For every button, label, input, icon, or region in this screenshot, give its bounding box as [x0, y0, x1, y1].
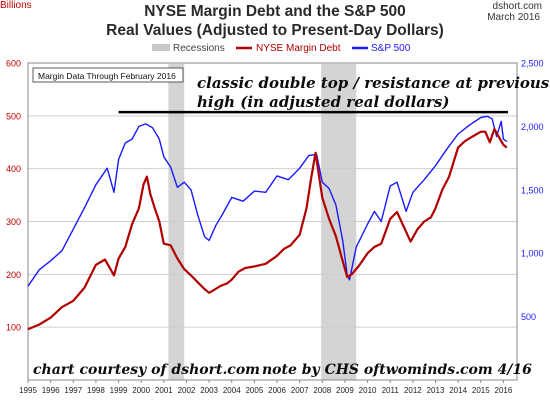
recession-band	[168, 64, 185, 380]
right-tick-label: 500	[521, 312, 536, 322]
series-lines	[27, 115, 508, 331]
x-tick-label: 2013	[427, 386, 445, 395]
axis-ticks: 100 200 300 400 500 600 500 1,000 1,500 2,000 2,50…	[6, 59, 544, 396]
x-tick-label: 1995	[19, 386, 37, 395]
source-label: dshort.com	[492, 1, 542, 12]
x-tick-label: 2000	[132, 386, 150, 395]
legend-label-recessions: Recessions	[173, 43, 225, 54]
legend-swatch-recessions	[152, 44, 170, 51]
x-tick-label: 1998	[87, 386, 105, 395]
left-axis-unit: Billions	[0, 0, 32, 11]
x-tick-label: 2005	[245, 386, 263, 395]
right-tick-label: 2,000	[521, 122, 544, 132]
x-tick-label: 1999	[110, 386, 128, 395]
x-tick-label: 2003	[200, 386, 218, 395]
chart-title: NYSE Margin Debt and the S&P 500	[144, 3, 406, 20]
right-tick-label: 2,500	[521, 59, 544, 69]
credit-right: note by CHS oftwominds.com 4/16	[262, 362, 532, 378]
x-tick-label: 2011	[382, 386, 400, 395]
left-tick-label: 100	[6, 323, 21, 333]
x-tick-label: 2002	[178, 386, 196, 395]
right-tick-label: 1,500	[521, 185, 544, 195]
x-tick-label: 2009	[336, 386, 354, 395]
annotation-line-1: classic double top / resistance at previ…	[197, 74, 550, 92]
x-tick-label: 2001	[155, 386, 173, 395]
x-tick-label: 2006	[268, 386, 286, 395]
x-tick-label: 2004	[223, 386, 241, 395]
legend-label-margin-debt: NYSE Margin Debt	[256, 43, 341, 54]
note-box	[32, 67, 184, 83]
annotation-line-2: high (in adjusted real dollars)	[197, 93, 449, 111]
right-tick-label: 1,000	[521, 249, 544, 259]
x-tick-label: 2014	[449, 386, 467, 395]
x-tick-label: 2012	[404, 386, 422, 395]
left-tick-label: 500	[6, 111, 21, 121]
credit-left: chart courtesy of dshort.com	[33, 362, 260, 378]
x-tick-label: 2010	[359, 386, 377, 395]
left-tick-label: 200	[6, 270, 21, 280]
x-tick-label: 2015	[472, 386, 490, 395]
left-tick-label: 400	[6, 164, 21, 174]
x-tick-label: 1996	[42, 386, 60, 395]
plot-frame	[27, 62, 518, 381]
x-tick-label: 2016	[495, 386, 513, 395]
left-tick-label: 300	[6, 217, 21, 227]
legend-label-sp500: S&P 500	[371, 43, 411, 54]
series-line-nyse-margin-debt	[27, 127, 508, 331]
legend: Recessions NYSE Margin Debt S&P 500	[152, 43, 411, 54]
date-label: March 2016	[487, 12, 540, 23]
x-tick-label: 1997	[64, 386, 82, 395]
x-tick-label: 2008	[313, 386, 331, 395]
note-box-text: Margin Data Through February 2016	[38, 71, 176, 81]
x-tick-label: 2007	[291, 386, 309, 395]
series-line-s-p-500	[27, 115, 508, 287]
chart-subtitle: Real Values (Adjusted to Present-Day Dol…	[106, 22, 444, 39]
left-tick-label: 600	[6, 59, 21, 69]
